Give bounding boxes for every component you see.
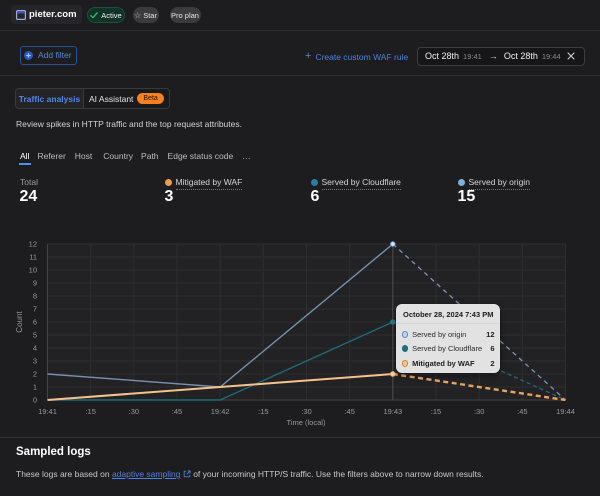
svg-text::15: :15 <box>85 407 95 416</box>
svg-text:12: 12 <box>29 240 37 249</box>
svg-text:11: 11 <box>29 253 37 262</box>
svg-text:8: 8 <box>33 292 37 301</box>
svg-text:9: 9 <box>33 279 37 288</box>
svg-text::15: :15 <box>431 407 441 416</box>
svg-text:5: 5 <box>33 331 37 340</box>
svg-text:7: 7 <box>33 305 37 314</box>
svg-text:Count: Count <box>15 311 24 333</box>
svg-text:1: 1 <box>33 383 37 392</box>
svg-text:19:41: 19:41 <box>38 407 57 416</box>
svg-text::45: :45 <box>344 407 354 416</box>
svg-text:19:42: 19:42 <box>211 407 230 416</box>
svg-text::45: :45 <box>517 407 527 416</box>
svg-text:4: 4 <box>33 344 37 353</box>
svg-text::30: :30 <box>301 407 311 416</box>
svg-text::45: :45 <box>172 407 182 416</box>
svg-text:19:44: 19:44 <box>556 407 575 416</box>
svg-text:3: 3 <box>33 357 37 366</box>
svg-text:Time (local): Time (local) <box>287 418 326 427</box>
svg-text::30: :30 <box>474 407 484 416</box>
svg-text:0: 0 <box>33 396 37 405</box>
svg-text:10: 10 <box>29 266 37 275</box>
svg-text::30: :30 <box>129 407 139 416</box>
svg-text:2: 2 <box>33 370 37 379</box>
svg-text:6: 6 <box>33 318 37 327</box>
svg-text:19:43: 19:43 <box>383 407 402 416</box>
svg-text::15: :15 <box>258 407 268 416</box>
